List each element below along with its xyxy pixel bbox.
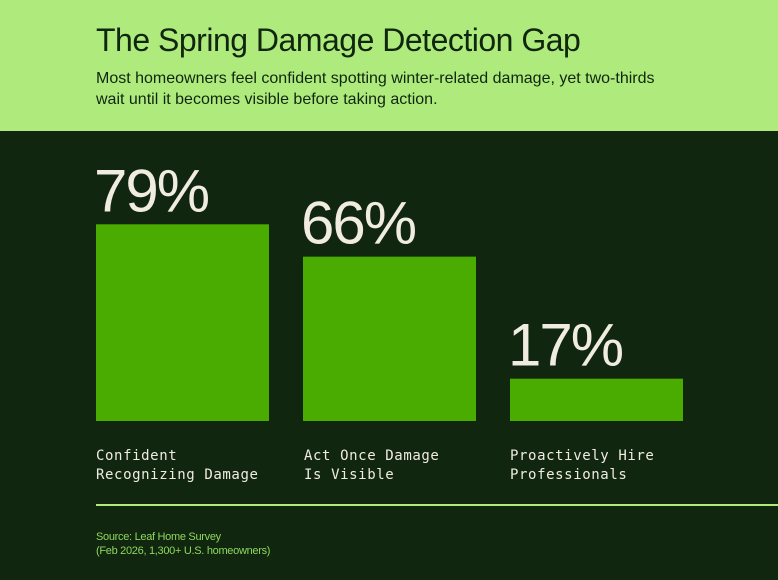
bar bbox=[510, 378, 683, 421]
data-label: 66% bbox=[301, 190, 416, 257]
category-label: Proactively Hire Professionals bbox=[510, 448, 655, 483]
header-band: The Spring Damage Detection Gap Most hom… bbox=[0, 0, 778, 131]
divider bbox=[96, 504, 778, 506]
chart-subtitle: Most homeowners feel confident spotting … bbox=[96, 70, 655, 108]
bar bbox=[96, 224, 269, 421]
chart-title: The Spring Damage Detection Gap bbox=[96, 22, 581, 58]
data-label: 17% bbox=[508, 312, 623, 379]
source-line: (Feb 2026, 1,300+ U.S. homeowners) bbox=[96, 545, 271, 557]
category-label: Act Once Damage Is Visible bbox=[304, 448, 440, 483]
category-label: Confident Recognizing Damage bbox=[96, 448, 259, 483]
data-label: 79% bbox=[94, 157, 209, 224]
bar-chart: 79% 66% 17% bbox=[94, 157, 683, 421]
source-note: Source: Leaf Home Survey (Feb 2026, 1,30… bbox=[96, 530, 270, 558]
bar bbox=[303, 256, 476, 421]
source-line: Source: Leaf Home Survey bbox=[96, 531, 221, 543]
